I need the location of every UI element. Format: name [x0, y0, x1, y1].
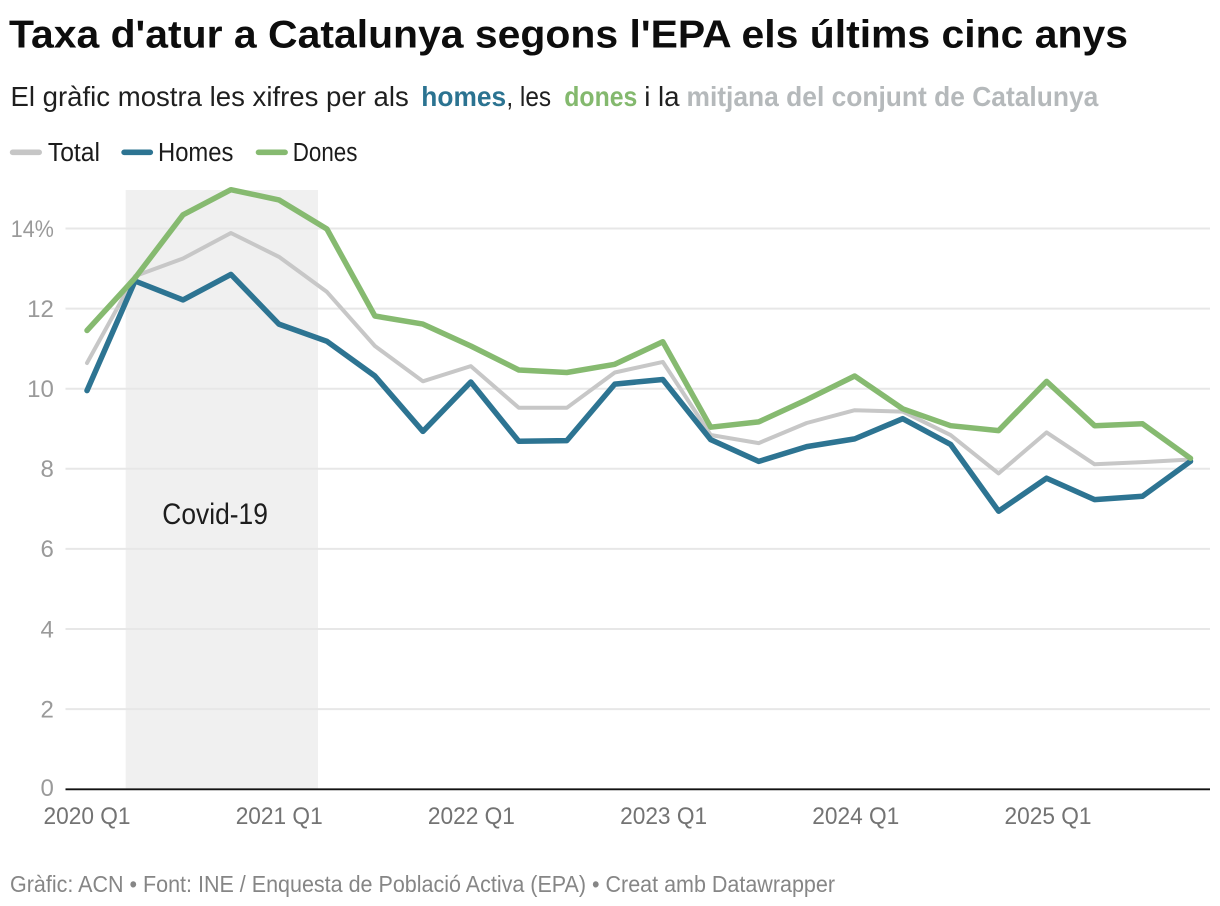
svg-text:2022 Q1: 2022 Q1 [428, 803, 515, 830]
svg-text:Dones: Dones [293, 139, 358, 167]
svg-text:Homes: Homes [158, 139, 233, 167]
svg-text:14%: 14% [11, 216, 54, 243]
svg-text:Covid-19: Covid-19 [162, 498, 268, 531]
svg-text:i la: i la [644, 81, 680, 112]
svg-text:10: 10 [27, 376, 54, 403]
svg-text:Taxa d'atur a Catalunya segons: Taxa d'atur a Catalunya segons l'EPA els… [9, 13, 1128, 56]
svg-text:homes: homes [421, 81, 506, 112]
svg-text:, les: , les [506, 81, 551, 112]
svg-text:12: 12 [27, 296, 54, 323]
svg-text:dones: dones [564, 81, 637, 112]
svg-text:2024 Q1: 2024 Q1 [812, 803, 899, 830]
svg-text:Gràfic: ACN • Font: INE / Enqu: Gràfic: ACN • Font: INE / Enquesta de Po… [10, 871, 835, 897]
svg-text:mitjana del conjunt de Catalun: mitjana del conjunt de Catalunya [687, 81, 1099, 112]
svg-text:2020 Q1: 2020 Q1 [44, 803, 131, 830]
svg-text:Total: Total [48, 139, 100, 167]
svg-text:2025 Q1: 2025 Q1 [1005, 803, 1092, 830]
svg-text:2023 Q1: 2023 Q1 [620, 803, 707, 830]
svg-text:2: 2 [40, 696, 53, 723]
svg-text:8: 8 [40, 456, 53, 483]
svg-text:6: 6 [40, 536, 53, 563]
svg-text:4: 4 [40, 616, 53, 643]
svg-text:0: 0 [40, 775, 53, 802]
svg-text:El gràfic mostra les xifres pe: El gràfic mostra les xifres per als [11, 81, 409, 112]
svg-text:2021 Q1: 2021 Q1 [236, 803, 323, 830]
